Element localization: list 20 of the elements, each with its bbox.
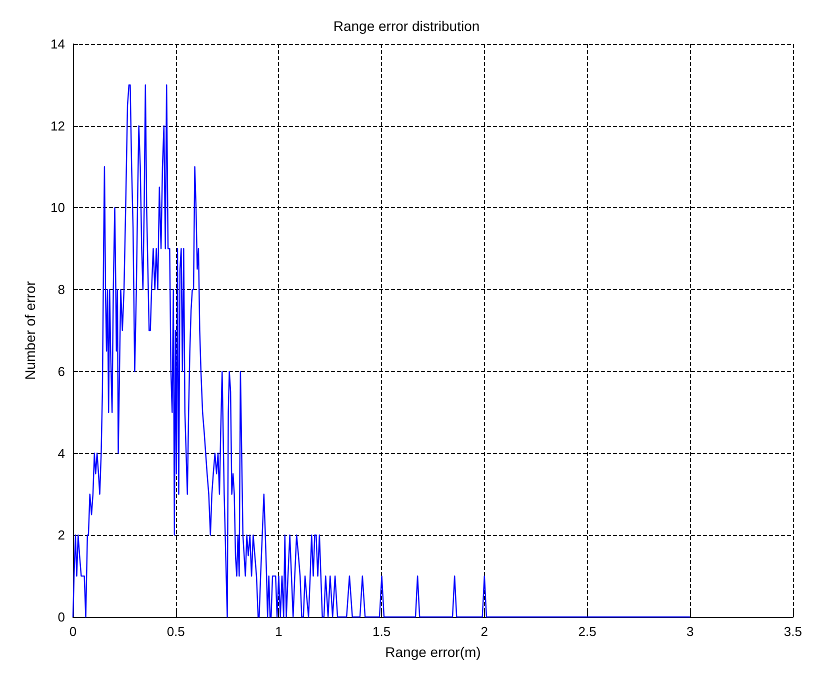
x-axis-title: Range error(m)	[385, 644, 481, 660]
x-tick-label: 0.5	[166, 624, 185, 639]
line-series	[72, 84, 691, 618]
y-tick-label: 10	[50, 200, 65, 216]
y-tick-label: 8	[58, 282, 65, 298]
x-tick-label: 2	[480, 624, 488, 639]
x-tick-label: 1	[275, 624, 282, 639]
y-tick-label: 14	[50, 36, 65, 52]
y-tick-label: 4	[58, 446, 65, 461]
y-tick-label: 2	[58, 528, 65, 543]
y-tick-label: 12	[50, 118, 65, 134]
x-tick-label: 0	[69, 624, 77, 639]
x-tick-label: 2.5	[578, 624, 596, 639]
chart-title: Range error distribution	[333, 18, 480, 34]
y-tick-label: 0	[58, 610, 65, 624]
x-tick-label: 1.5	[372, 624, 391, 639]
x-tick-label: 3.5	[784, 624, 802, 639]
y-tick-label: 6	[58, 364, 65, 379]
x-tick-label: 3	[686, 624, 694, 639]
y-axis-title: Number of error	[22, 280, 38, 380]
